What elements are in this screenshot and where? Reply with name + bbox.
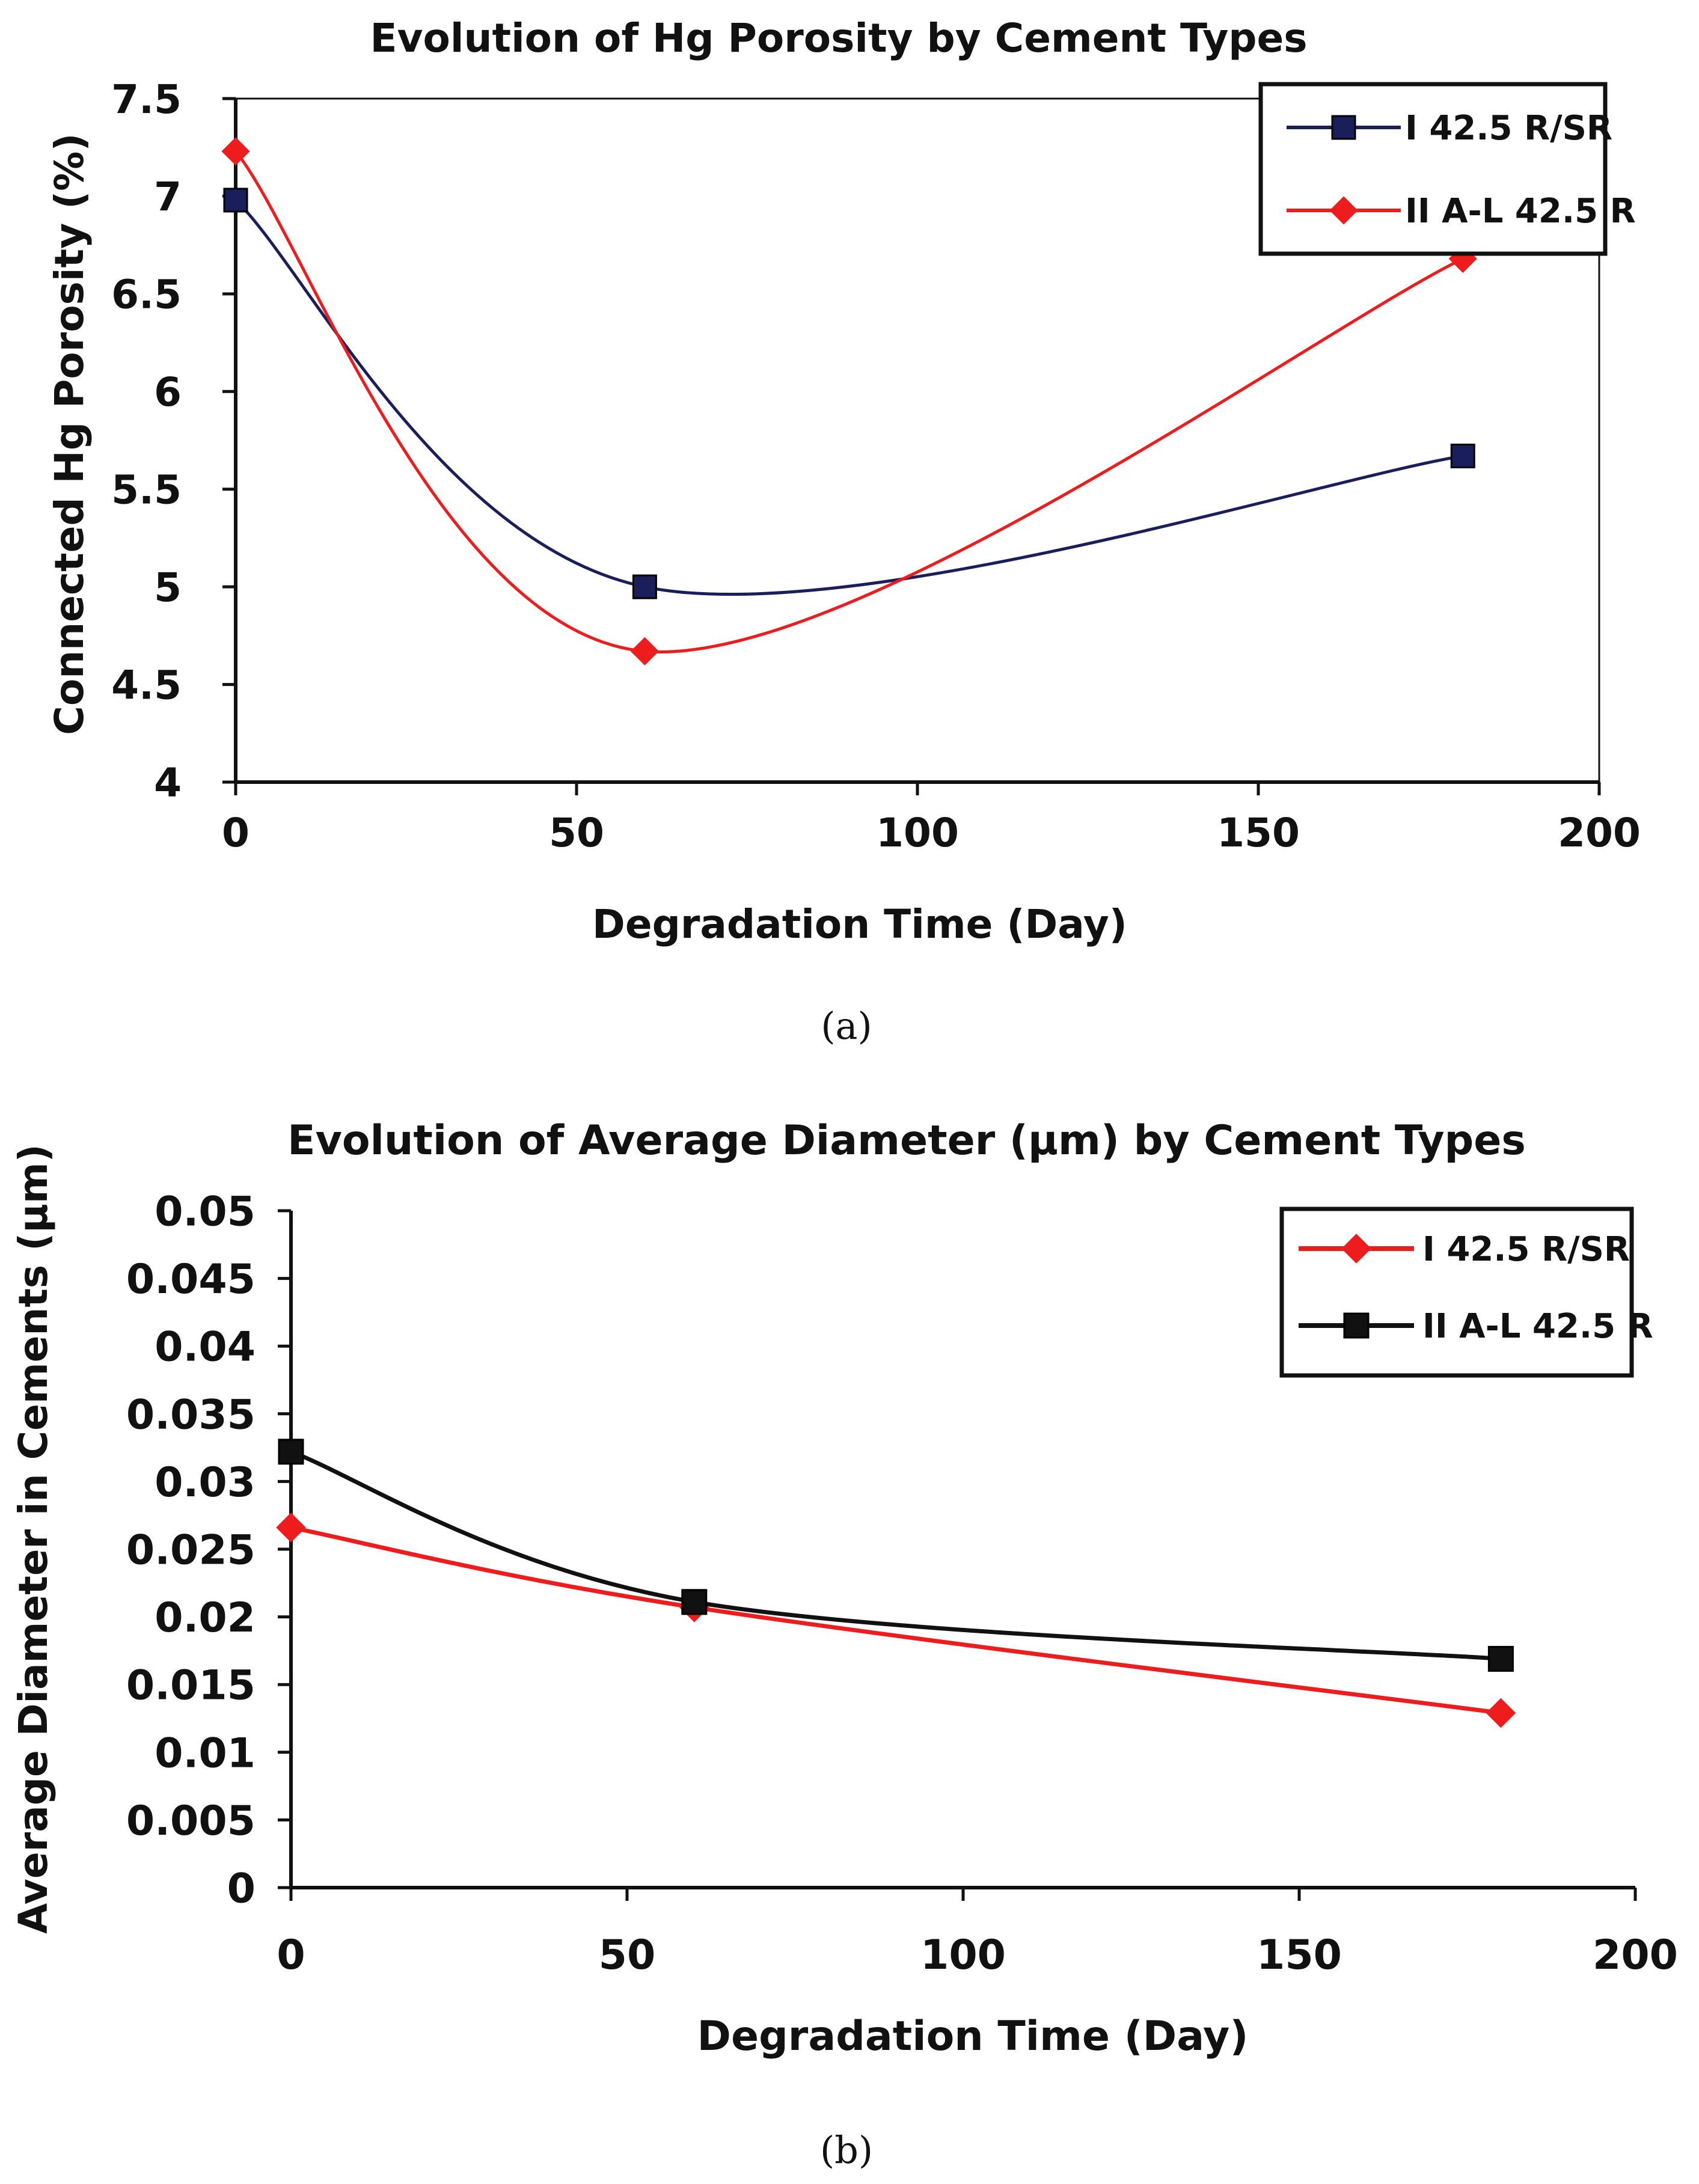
legend-label: II A-L 42.5 R bbox=[1422, 1307, 1653, 1346]
legend-swatch-marker bbox=[1341, 1234, 1371, 1264]
legend: I 42.5 R/SR II A-L 42.5 R bbox=[1279, 1207, 1653, 1378]
y-tick-label: 6 bbox=[154, 369, 182, 415]
x-tick-label: 50 bbox=[599, 1932, 656, 1979]
y-tick-label: 0 bbox=[227, 1865, 256, 1912]
data-point bbox=[276, 1513, 306, 1543]
y-tick-label: 0.03 bbox=[155, 1459, 256, 1506]
x-tick-label: 50 bbox=[549, 810, 604, 856]
y-tick-label: 5 bbox=[154, 564, 182, 611]
data-point bbox=[630, 637, 659, 665]
data-point bbox=[632, 574, 657, 599]
x-tick-label: 100 bbox=[920, 1932, 1006, 1979]
legend-box bbox=[1258, 82, 1608, 256]
y-tick-label: 0.01 bbox=[155, 1730, 256, 1777]
series-line bbox=[290, 1449, 1501, 1661]
data-point bbox=[681, 1589, 708, 1615]
series-line bbox=[234, 150, 1464, 653]
y-tick-label: 0.04 bbox=[155, 1324, 256, 1371]
x-tick-label: 0 bbox=[277, 1932, 305, 1979]
legend: I 42.5 R/SR II A-L 42.5 R bbox=[1258, 82, 1636, 256]
y-tick-label: 0.02 bbox=[155, 1594, 256, 1642]
y-tick-label: 5.5 bbox=[111, 466, 182, 513]
chart-panel-b: Evolution of Average Diameter (μm) by Ce… bbox=[10, 1117, 1678, 2172]
y-tick-label: 6.5 bbox=[111, 272, 182, 318]
panel-caption: (b) bbox=[820, 2128, 873, 2172]
x-axis-label: Degradation Time (Day) bbox=[697, 2013, 1249, 2060]
legend-box bbox=[1279, 1207, 1634, 1378]
y-tick-label: 0.045 bbox=[126, 1256, 256, 1303]
chart-title: Evolution of Average Diameter (μm) by Ce… bbox=[287, 1117, 1526, 1164]
x-axis-label: Degradation Time (Day) bbox=[592, 901, 1127, 947]
x-tick-label: 100 bbox=[876, 810, 959, 856]
series-line bbox=[290, 1525, 1501, 1715]
y-tick-label: 0.005 bbox=[126, 1797, 256, 1845]
data-point bbox=[1450, 443, 1475, 468]
data-point bbox=[1486, 1698, 1516, 1728]
x-tick-label: 200 bbox=[1593, 1932, 1678, 1979]
y-tick-label: 4.5 bbox=[111, 662, 182, 708]
series-line bbox=[234, 199, 1463, 596]
series-1 bbox=[276, 1513, 1516, 1728]
y-tick-label: 7 bbox=[154, 174, 182, 220]
x-tick-label: 150 bbox=[1257, 1932, 1342, 1979]
chart-panel-a: Evolution of Hg Porosity by Cement Types… bbox=[46, 15, 1641, 1048]
legend-swatch-marker bbox=[1343, 1312, 1370, 1339]
legend-swatch-marker bbox=[1329, 196, 1358, 225]
legend-label: II A-L 42.5 R bbox=[1405, 192, 1636, 231]
data-point bbox=[223, 188, 248, 213]
y-tick-label: 7.5 bbox=[111, 76, 182, 123]
x-tick-label: 150 bbox=[1217, 810, 1300, 856]
legend-swatch-marker bbox=[1331, 115, 1356, 140]
data-point bbox=[1487, 1645, 1514, 1672]
y-tick-label: 4 bbox=[154, 760, 182, 806]
data-point bbox=[278, 1439, 304, 1465]
y-axis-label: Average Diameter in Cements (μm) bbox=[10, 1144, 57, 1934]
y-tick-label: 0.015 bbox=[126, 1662, 256, 1710]
data-point bbox=[221, 137, 250, 166]
panel-caption: (a) bbox=[821, 1004, 872, 1048]
chart-title: Evolution of Hg Porosity by Cement Types bbox=[370, 15, 1307, 61]
y-tick-label: 0.025 bbox=[126, 1526, 256, 1574]
legend-label: I 42.5 R/SR bbox=[1422, 1230, 1630, 1269]
x-tick-label: 0 bbox=[222, 810, 249, 856]
series-2 bbox=[278, 1439, 1514, 1672]
x-tick-label: 200 bbox=[1558, 810, 1641, 856]
y-tick-label: 0.05 bbox=[155, 1188, 256, 1235]
series-2 bbox=[221, 137, 1477, 665]
legend-label: I 42.5 R/SR bbox=[1405, 109, 1612, 148]
y-axis-label: Connected Hg Porosity (%) bbox=[46, 133, 93, 735]
y-tick-label: 0.035 bbox=[126, 1391, 256, 1439]
